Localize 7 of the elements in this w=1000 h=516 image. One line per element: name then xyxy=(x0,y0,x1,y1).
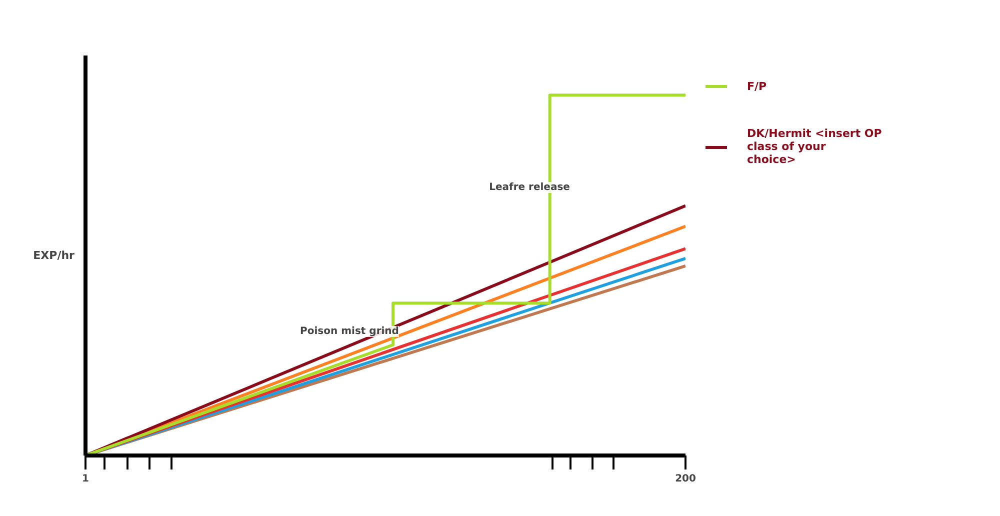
annotation: Leafre release xyxy=(489,182,570,193)
x-tick-label: 1 xyxy=(82,474,90,484)
annotation: Poison mist grind xyxy=(300,326,399,337)
legend-label: DK/Hermit <insert OP class of your choice> xyxy=(747,127,882,166)
legend-label: F/P xyxy=(747,80,767,92)
x-tick-label: 200 xyxy=(675,474,696,484)
y-axis-title: EXP/hr xyxy=(33,249,76,262)
